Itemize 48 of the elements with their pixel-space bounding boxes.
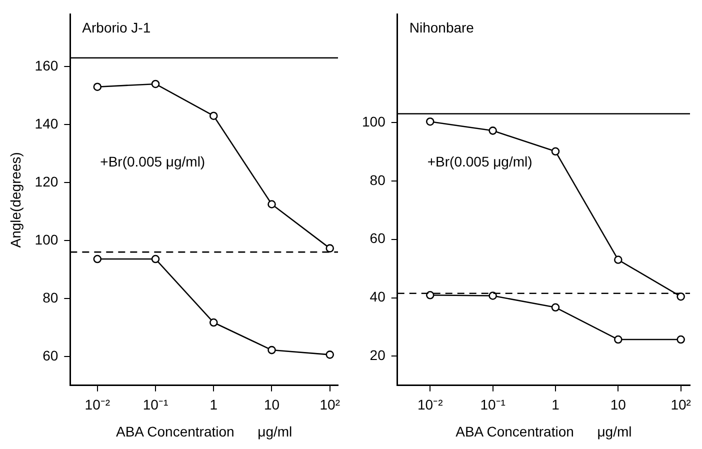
point xyxy=(614,256,622,264)
point xyxy=(93,254,102,264)
annotation: +Br(0.005 μg/ml) xyxy=(100,154,206,170)
point xyxy=(614,335,622,344)
point xyxy=(488,126,497,135)
point xyxy=(551,147,560,156)
x-tick-label: 10 xyxy=(610,396,626,413)
y-tick-label: 20 xyxy=(370,347,386,364)
x-tick-label: 10² xyxy=(320,396,340,413)
point xyxy=(488,292,497,300)
y-axis-title: Angle(degrees) xyxy=(7,152,24,248)
x-tick-label: 10⁻² xyxy=(84,396,110,413)
x-tick-label: 1 xyxy=(210,396,218,413)
x-tick-label: 10 xyxy=(264,396,280,413)
point xyxy=(209,318,218,327)
y-tick-label: 120 xyxy=(34,173,58,190)
point xyxy=(93,82,102,92)
point xyxy=(426,117,434,126)
y-tick-label: 160 xyxy=(34,57,58,74)
chart-title: Arborio J-1 xyxy=(82,19,151,36)
x-axis-title: ABA Concentration μg/ml xyxy=(116,423,292,440)
x-tick-label: 10² xyxy=(670,396,692,413)
x-tick-label: 10⁻¹ xyxy=(480,396,506,413)
point xyxy=(151,254,160,264)
y-tick-label: 60 xyxy=(42,347,58,364)
x-tick-label: 1 xyxy=(552,396,560,413)
y-tick-label: 60 xyxy=(370,230,386,246)
point xyxy=(326,350,334,359)
x-axis-title: ABA Concentration μg/ml xyxy=(456,423,632,440)
x-tick-label: 10⁻¹ xyxy=(142,396,168,413)
point xyxy=(676,335,685,344)
y-tick-label: 100 xyxy=(34,231,58,248)
point xyxy=(551,303,560,312)
point xyxy=(426,290,434,300)
annotation: +Br(0.005 μg/ml) xyxy=(427,154,532,170)
point xyxy=(326,244,334,252)
y-tick-label: 80 xyxy=(42,289,58,306)
y-tick-label: 40 xyxy=(370,288,386,305)
x-tick-label: 10⁻² xyxy=(418,396,444,413)
point xyxy=(151,80,160,88)
point xyxy=(209,112,218,120)
chart-title: Nihonbare xyxy=(409,19,474,36)
point xyxy=(268,200,276,208)
point xyxy=(676,292,685,301)
y-tick-label: 80 xyxy=(370,172,386,188)
y-tick-label: 100 xyxy=(362,113,386,130)
y-tick-label: 140 xyxy=(34,115,58,132)
point xyxy=(268,346,276,354)
